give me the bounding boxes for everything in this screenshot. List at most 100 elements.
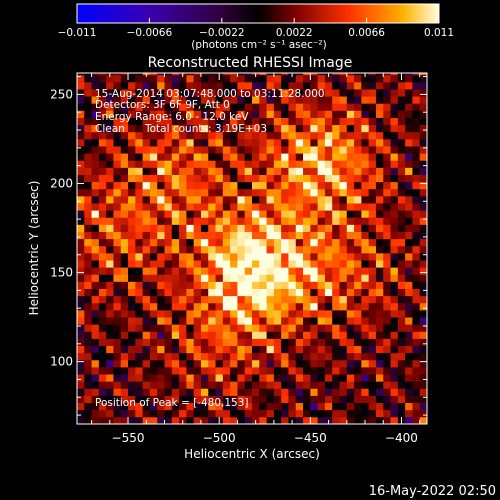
heatmap-cell	[157, 181, 165, 190]
heatmap-cell	[98, 124, 107, 133]
heatmap-cell	[375, 274, 384, 282]
heatmap-cell	[113, 74, 122, 83]
heatmap-cell	[281, 309, 289, 318]
heatmap-cell	[244, 416, 253, 424]
heatmap-cell	[120, 167, 129, 175]
heatmap-cell	[106, 203, 114, 211]
heatmap-cell	[113, 245, 122, 254]
heatmap-cell	[208, 153, 216, 161]
heatmap-cell	[288, 124, 297, 133]
heatmap-cell	[98, 203, 107, 211]
heatmap-cell	[149, 416, 158, 424]
heatmap-cell	[98, 89, 107, 97]
heatmap-cell	[244, 274, 253, 282]
heatmap-cell	[332, 138, 340, 147]
heatmap-cell	[164, 252, 173, 261]
heatmap-cell	[179, 89, 187, 97]
heatmap-cell	[397, 359, 406, 368]
heatmap-cell	[354, 324, 362, 332]
heatmap-cell	[310, 89, 319, 97]
heatmap-cell	[419, 160, 427, 168]
heatmap-cell	[222, 288, 231, 297]
heatmap-cell	[412, 267, 421, 275]
heatmap-cell	[222, 131, 231, 140]
heatmap-cell	[128, 131, 136, 140]
heatmap-cell	[157, 231, 165, 240]
heatmap-cell	[375, 352, 384, 361]
heatmap-cell	[266, 359, 275, 368]
heatmap-cell	[273, 96, 282, 104]
heatmap-cell	[186, 81, 195, 90]
heatmap-cell	[412, 381, 421, 389]
heatmap-cell	[222, 381, 231, 389]
heatmap-cell	[149, 252, 158, 261]
heatmap-cell	[230, 260, 238, 268]
heatmap-cell	[142, 395, 151, 404]
heatmap-cell	[193, 160, 202, 168]
heatmap-cell	[266, 138, 275, 147]
heatmap-cell	[84, 167, 92, 175]
heatmap-cell	[339, 73, 348, 76]
heatmap-cell	[135, 374, 144, 382]
heatmap-cell	[77, 267, 85, 275]
heatmap-cell	[186, 416, 195, 424]
heatmap-cell	[120, 73, 129, 76]
heatmap-cell	[259, 210, 267, 218]
heatmap-cell	[164, 96, 173, 104]
heatmap-cell	[149, 138, 158, 147]
heatmap-cell	[375, 395, 384, 404]
heatmap-cell	[405, 288, 413, 297]
heatmap-cell	[128, 160, 136, 168]
heatmap-cell	[259, 295, 267, 304]
heatmap-cell	[346, 217, 355, 225]
heatmap-cell	[149, 331, 158, 339]
heatmap-cell	[222, 331, 231, 339]
heatmap-cell	[252, 103, 260, 111]
heatmap-cell	[324, 352, 333, 361]
heatmap-cell	[113, 416, 122, 424]
heatmap-cell	[164, 374, 173, 382]
heatmap-cell	[339, 331, 348, 339]
heatmap-cell	[346, 73, 355, 76]
heatmap-cell	[84, 103, 92, 111]
heatmap-cell	[157, 381, 165, 389]
heatmap-cell	[208, 238, 216, 247]
heatmap-cell	[310, 374, 319, 382]
heatmap-cell	[397, 402, 406, 411]
heatmap-cell	[295, 203, 304, 211]
heatmap-cell	[98, 238, 107, 247]
heatmap-cell	[244, 338, 253, 347]
heatmap-cell	[259, 302, 267, 311]
heatmap-cell	[244, 181, 253, 190]
heatmap-cell	[84, 153, 92, 161]
heatmap-cell	[346, 110, 355, 118]
heatmap-cell	[375, 317, 384, 325]
heatmap-cell	[208, 117, 216, 126]
heatmap-cell	[383, 352, 391, 361]
heatmap-cell	[77, 146, 85, 154]
heatmap-cell	[259, 224, 267, 232]
heatmap-cell	[179, 160, 187, 168]
heatmap-cell	[164, 409, 173, 418]
heatmap-cell	[332, 381, 340, 389]
heatmap-cell	[288, 395, 297, 404]
heatmap-cell	[252, 317, 260, 325]
heatmap-cell	[113, 217, 122, 225]
heatmap-cell	[171, 138, 180, 147]
heatmap-cell	[252, 153, 260, 161]
heatmap-cell	[113, 338, 122, 347]
heatmap-cell	[339, 302, 348, 311]
heatmap-cell	[419, 96, 427, 104]
heatmap-cell	[259, 359, 267, 368]
heatmap-cell	[375, 252, 384, 261]
heatmap-cell	[128, 374, 136, 382]
heatmap-cell	[244, 73, 253, 76]
heatmap-cell	[230, 295, 238, 304]
heatmap-cell	[149, 73, 158, 76]
heatmap-cell	[171, 96, 180, 104]
heatmap-cell	[375, 195, 384, 204]
heatmap-cell	[244, 359, 253, 368]
heatmap-cell	[288, 260, 297, 268]
heatmap-cell	[142, 131, 151, 140]
heatmap-cell	[310, 217, 319, 225]
